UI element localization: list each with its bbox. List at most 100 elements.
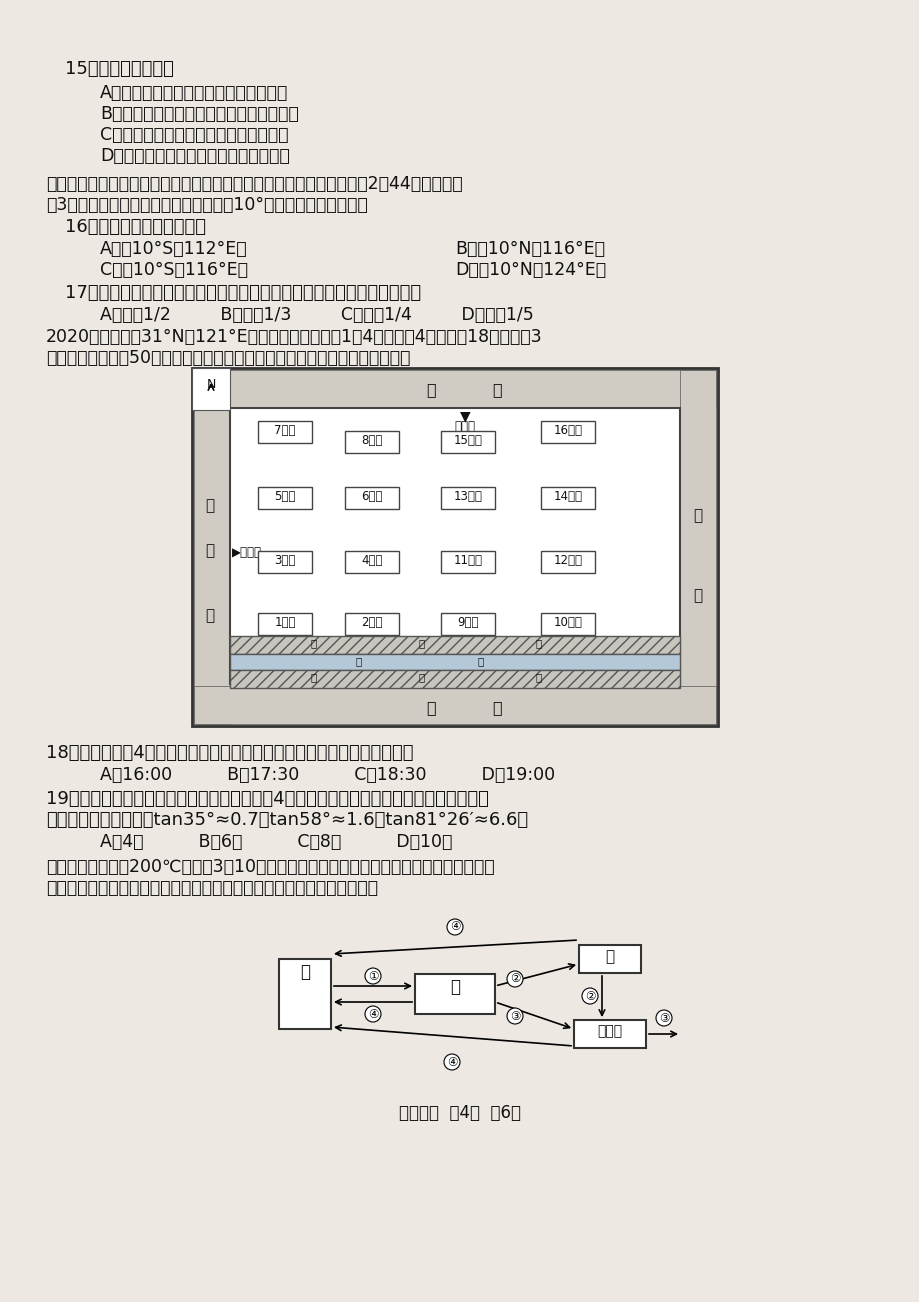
Bar bbox=[257, 421, 312, 443]
Text: 路: 路 bbox=[693, 589, 702, 603]
Bar bbox=[230, 635, 679, 654]
Circle shape bbox=[582, 988, 597, 1004]
Text: 出入口: 出入口 bbox=[454, 421, 475, 434]
Text: 沉积岩: 沉积岩 bbox=[596, 1023, 622, 1038]
Text: 甲: 甲 bbox=[300, 963, 310, 980]
Text: 乙: 乙 bbox=[449, 978, 460, 996]
Bar bbox=[194, 686, 715, 724]
Bar bbox=[257, 613, 312, 635]
Circle shape bbox=[365, 1006, 380, 1022]
Bar bbox=[540, 421, 595, 443]
Circle shape bbox=[506, 1008, 522, 1023]
Text: ②: ② bbox=[509, 973, 519, 986]
Text: C．（10°S，116°E）: C．（10°S，116°E） bbox=[100, 260, 248, 279]
Bar bbox=[192, 368, 717, 727]
Text: 流: 流 bbox=[477, 656, 483, 667]
Text: A．4层          B．6层          C．8层          D．10层: A．4层 B．6层 C．8层 D．10层 bbox=[100, 833, 452, 852]
Text: ▼: ▼ bbox=[460, 409, 470, 423]
Text: N: N bbox=[206, 378, 215, 391]
Text: 16．该船所在的地理位置是: 16．该船所在的地理位置是 bbox=[65, 217, 206, 236]
Bar bbox=[573, 1019, 645, 1048]
Text: 19．一般随楼层升高房价相应提高。小明想在4号楼购房，希望全年正午都有太阳照射且单: 19．一般随楼层升高房价相应提高。小明想在4号楼购房，希望全年正午都有太阳照射且… bbox=[46, 790, 488, 809]
Text: 高二地理  笥4页  八6页: 高二地理 笥4页 八6页 bbox=[399, 1104, 520, 1122]
Text: D．（10°N，124°E）: D．（10°N，124°E） bbox=[455, 260, 606, 279]
Text: 9号楼: 9号楼 bbox=[457, 616, 478, 629]
Bar bbox=[345, 487, 399, 509]
Bar bbox=[540, 551, 595, 573]
Text: 米，南北楼间距为50米。下图为「该楼盘平面示意图」。据此完成下面小题。: 米，南北楼间距为50米。下图为「该楼盘平面示意图」。据此完成下面小题。 bbox=[46, 349, 410, 367]
Text: 干: 干 bbox=[205, 543, 214, 559]
Text: ③: ③ bbox=[509, 1009, 519, 1022]
Bar bbox=[192, 368, 230, 410]
Text: 13号楼: 13号楼 bbox=[453, 490, 482, 503]
Bar bbox=[257, 551, 312, 573]
Text: A．大于1/2         B．大于1/3         C．小于1/4         D．小于1/5: A．大于1/2 B．大于1/3 C．小于1/4 D．小于1/5 bbox=[100, 306, 533, 324]
Text: 17．此时属于东半球且与该船所在地点属于同一日期的范围，约占全球的: 17．此时属于东半球且与该船所在地点属于同一日期的范围，约占全球的 bbox=[65, 284, 421, 302]
Text: ③: ③ bbox=[658, 1012, 668, 1025]
Text: A．16:00          B．17:30          C．18:30          D．19:00: A．16:00 B．17:30 C．18:30 D．19:00 bbox=[100, 766, 554, 784]
Text: ①: ① bbox=[368, 970, 378, 983]
Circle shape bbox=[447, 919, 462, 935]
Text: A．采用客货混运，可满足各类运输需求: A．采用客货混运，可满足各类运输需求 bbox=[100, 85, 288, 102]
Text: 支: 支 bbox=[693, 508, 702, 523]
Text: ④: ④ bbox=[368, 1008, 378, 1021]
Circle shape bbox=[506, 971, 522, 987]
Text: 主: 主 bbox=[205, 497, 214, 513]
Bar bbox=[540, 487, 595, 509]
Text: 支           路: 支 路 bbox=[426, 700, 503, 715]
Text: 带: 带 bbox=[536, 638, 541, 648]
Text: 支           路: 支 路 bbox=[426, 381, 503, 397]
Bar bbox=[440, 551, 494, 573]
Bar bbox=[278, 960, 331, 1029]
Bar bbox=[345, 551, 399, 573]
Text: 2号楼: 2号楼 bbox=[361, 616, 382, 629]
Bar bbox=[414, 974, 494, 1014]
Text: ②: ② bbox=[584, 990, 595, 1003]
Bar bbox=[440, 487, 494, 509]
Bar bbox=[440, 431, 494, 453]
Bar bbox=[257, 487, 312, 509]
Bar bbox=[230, 408, 679, 684]
Text: ④: ④ bbox=[447, 1056, 457, 1069]
Text: 15号楼: 15号楼 bbox=[453, 434, 482, 447]
Text: B．可能遭遇洪水、滑坡、寒潮等自然灰害: B．可能遭遇洪水、滑坡、寒潮等自然灰害 bbox=[100, 105, 299, 122]
Text: 1号楼: 1号楼 bbox=[274, 616, 295, 629]
Text: C．有利于促进万象港口服务范围的扩大: C．有利于促进万象港口服务范围的扩大 bbox=[100, 126, 289, 145]
Text: 12号楼: 12号楼 bbox=[553, 553, 582, 566]
Bar bbox=[194, 370, 715, 408]
Text: ▶出入口: ▶出入口 bbox=[232, 546, 262, 559]
Text: 5号楼: 5号楼 bbox=[274, 490, 295, 503]
Text: 15．中老铁路的修建: 15．中老铁路的修建 bbox=[65, 60, 174, 78]
Bar bbox=[230, 654, 679, 671]
Text: 2020年某楼盘（31°N，121°E）开盘销售已封顶的1～4号楼。这4幢楼均为18层，层高3: 2020年某楼盘（31°N，121°E）开盘销售已封顶的1～4号楼。这4幢楼均为… bbox=[46, 328, 542, 346]
Text: 绝大部分为侵入屢。下图为屢石圈物质循环示意图。据此完成下面小题。: 绝大部分为侵入屢。下图为屢石圈物质循环示意图。据此完成下面小题。 bbox=[46, 879, 378, 897]
Text: 价较低。建议他选择（tan35°≈0.7，tan58°≈1.6，tan81°26′≈6.6）: 价较低。建议他选择（tan35°≈0.7，tan58°≈1.6，tan81°26… bbox=[46, 811, 528, 829]
Circle shape bbox=[365, 967, 380, 984]
Bar bbox=[679, 370, 715, 724]
Text: A．（10°S，112°E）: A．（10°S，112°E） bbox=[100, 240, 247, 258]
Bar bbox=[345, 431, 399, 453]
Text: 14号楼: 14号楼 bbox=[553, 490, 582, 503]
Text: D．促进陆上丝绸之路沿线地区互联互通: D．促进陆上丝绸之路沿线地区互联互通 bbox=[100, 147, 289, 165]
Text: 18．某日小明在4号楼南阳台，恰好看到日落，当时的北京时间最有可能是: 18．某日小明在4号楼南阳台，恰好看到日落，当时的北京时间最有可能是 bbox=[46, 743, 413, 762]
Text: 3号楼: 3号楼 bbox=[274, 553, 295, 566]
Text: 道: 道 bbox=[205, 608, 214, 622]
Text: 我国有一船科学考察船进行国土资源调查时，停泊在某海域。当地凌晨2时44分（北京时: 我国有一船科学考察船进行国土资源调查时，停泊在某海域。当地凌晨2时44分（北京时 bbox=[46, 174, 462, 193]
Text: 间3时）从船上测得北极星的地平高度为10°。据此完成下面小题。: 间3时）从船上测得北极星的地平高度为10°。据此完成下面小题。 bbox=[46, 197, 368, 214]
Text: 10号楼: 10号楼 bbox=[553, 616, 582, 629]
Text: 7号楼: 7号楼 bbox=[274, 424, 295, 437]
Text: 化: 化 bbox=[418, 672, 425, 682]
Circle shape bbox=[655, 1010, 671, 1026]
Text: 干热岂是温度大于200℃、埋深3～10千米的高温岂体，是一种新兴的地热能，这种岂体的: 干热岂是温度大于200℃、埋深3～10千米的高温岂体，是一种新兴的地热能，这种岂… bbox=[46, 858, 494, 876]
Text: 河: 河 bbox=[356, 656, 362, 667]
Text: 6号楼: 6号楼 bbox=[361, 490, 382, 503]
Text: B．（10°N，116°E）: B．（10°N，116°E） bbox=[455, 240, 605, 258]
Bar bbox=[540, 613, 595, 635]
Text: 化: 化 bbox=[418, 638, 425, 648]
Text: 16号楼: 16号楼 bbox=[553, 424, 582, 437]
Bar bbox=[440, 613, 494, 635]
Text: 8号楼: 8号楼 bbox=[361, 434, 382, 447]
Bar bbox=[194, 370, 230, 724]
Text: 丙: 丙 bbox=[605, 949, 614, 963]
Text: ④: ④ bbox=[449, 921, 460, 934]
